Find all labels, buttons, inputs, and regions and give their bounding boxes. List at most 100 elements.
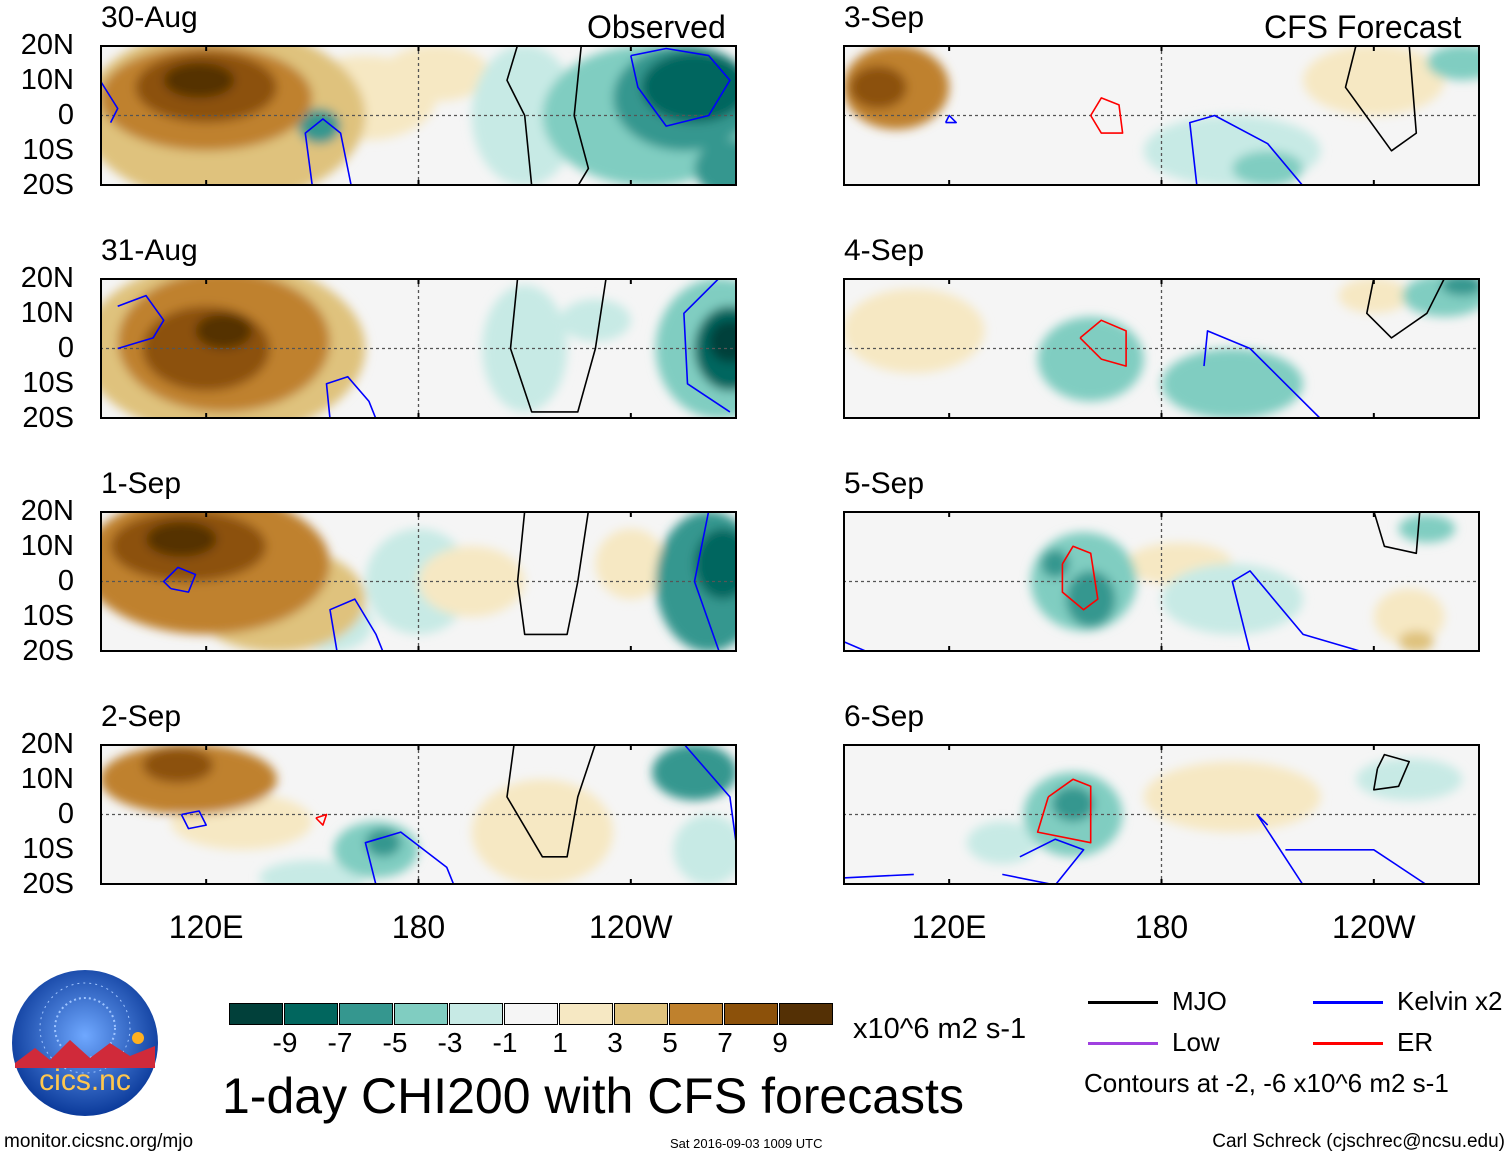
colorbar-label: 5: [662, 1027, 678, 1058]
chi200-anomaly-region: [1356, 758, 1463, 801]
mjo-contour: [516, 511, 590, 636]
lat-label: 20N: [20, 495, 74, 527]
map-panel: [100, 744, 737, 885]
chi200-anomaly-region: [1398, 514, 1456, 543]
mjo-contour: [1373, 753, 1410, 791]
mjo-contour: [1344, 45, 1418, 152]
chi200-anomaly-region: [1271, 786, 1300, 808]
chi200-anomaly-region: [482, 285, 568, 412]
map-panel: [843, 45, 1480, 186]
footer-url[interactable]: monitor.cicsnc.org/mjo: [4, 1131, 194, 1152]
kelvin-contour: [944, 114, 957, 124]
chi200-anomaly-region: [365, 828, 401, 857]
chi200-anomaly-region: [1338, 278, 1410, 314]
panel-date: 3-Sep: [844, 1, 925, 34]
mjo-contour: [1366, 278, 1446, 339]
chi200-anomaly-region: [1441, 278, 1480, 296]
colorbar-label: -9: [272, 1027, 298, 1058]
lat-label: 20N: [20, 29, 74, 61]
chi200-anomaly-region: [418, 546, 525, 617]
kelvin-contour: [843, 873, 914, 879]
lat-label: 0: [57, 565, 74, 597]
lon-label: 120W: [1332, 909, 1416, 945]
observed-header: Observed: [587, 9, 726, 45]
lon-label: 180: [391, 909, 446, 945]
colorbar-label: 9: [772, 1027, 788, 1058]
chi200-anomaly-region: [163, 62, 235, 98]
colorbar-label: 7: [717, 1027, 733, 1058]
kelvin-contour: [683, 278, 731, 413]
panel-frame: [843, 744, 1480, 885]
legend-line-kelvin: [1313, 1001, 1383, 1004]
logo-text: cics.nc: [39, 1064, 131, 1097]
colorbar-label: -5: [382, 1027, 408, 1058]
chi200-anomaly-region: [471, 779, 614, 885]
chi200-anomaly-region: [1051, 786, 1095, 822]
lat-label: 10N: [20, 297, 74, 329]
chi200-anomaly-region: [694, 140, 737, 186]
map-panel: [843, 511, 1480, 652]
chi200-anomaly-region: [195, 313, 253, 349]
mjo-contour: [506, 45, 533, 186]
kelvin-contour: [630, 47, 731, 127]
legend-label: MJO: [1172, 986, 1227, 1016]
lat-label: 20S: [22, 402, 74, 434]
kelvin-contour: [329, 598, 384, 652]
colorbar-swatch: [724, 1003, 778, 1025]
colorbar-swatch: [394, 1003, 448, 1025]
er-contour: [315, 813, 328, 826]
panel-date: 5-Sep: [844, 467, 925, 500]
lat-label: 20N: [20, 262, 74, 294]
chi200-anomaly-region: [850, 66, 907, 109]
colorbar-label: -7: [327, 1027, 353, 1058]
lat-label: 0: [57, 798, 74, 830]
legend-label: Low: [1172, 1027, 1220, 1057]
kelvin-contour: [325, 375, 377, 419]
kelvin-contour: [180, 810, 207, 830]
er-contour: [1079, 319, 1127, 367]
kelvin-contour: [1189, 114, 1304, 186]
colorbar-label: 3: [607, 1027, 623, 1058]
panel-date: 4-Sep: [844, 234, 925, 267]
panel-date: 31-Aug: [101, 234, 198, 267]
lat-label: 10S: [22, 134, 74, 166]
lat-label: 0: [57, 332, 74, 364]
chi200-anomaly-region: [1065, 570, 1116, 628]
colorbar-swatch: [669, 1003, 723, 1025]
kelvin-contour: [304, 118, 353, 186]
er-contour: [1036, 778, 1092, 844]
lat-label: 20S: [22, 169, 74, 201]
chi200-anomaly-region: [673, 814, 737, 885]
chi200-anomaly-region: [1041, 549, 1070, 578]
kelvin-contour: [1002, 838, 1085, 885]
chi200-anomaly-region: [146, 521, 217, 557]
panel-frame: [100, 744, 737, 885]
panel-frame: [100, 278, 737, 419]
map-panel: [100, 278, 737, 419]
chi200-anomaly-region: [1161, 348, 1304, 419]
lat-label: 0: [57, 99, 74, 131]
map-panel: [843, 278, 1480, 419]
kelvin-contour: [364, 831, 455, 885]
er-contour: [1090, 97, 1124, 134]
lon-label: 120E: [168, 909, 244, 945]
chi200-anomaly-region: [1161, 563, 1304, 635]
colorbar-label: -3: [437, 1027, 463, 1058]
colorbar-label: -1: [492, 1027, 518, 1058]
legend-line-mjo: [1088, 1001, 1158, 1004]
kelvin-contour: [693, 511, 721, 652]
legend-label: Kelvin x2: [1397, 986, 1503, 1016]
colorbar-swatch: [614, 1003, 668, 1025]
chi200-anomaly-region: [1426, 45, 1480, 81]
legend-label: ER: [1397, 1027, 1434, 1057]
lat-label: 20N: [20, 728, 74, 760]
chi200-anomaly-region: [1303, 45, 1445, 116]
colorbar-units: x10^6 m2 s-1: [853, 1013, 1027, 1045]
colorbar-swatch: [284, 1003, 338, 1025]
lon-label: 120W: [589, 909, 673, 945]
lon-label: 120E: [911, 909, 987, 945]
kelvin-contour: [117, 294, 165, 350]
mjo-contour: [506, 744, 597, 858]
chi200-anomaly-region: [641, 52, 737, 123]
panel-date: 6-Sep: [844, 700, 925, 733]
